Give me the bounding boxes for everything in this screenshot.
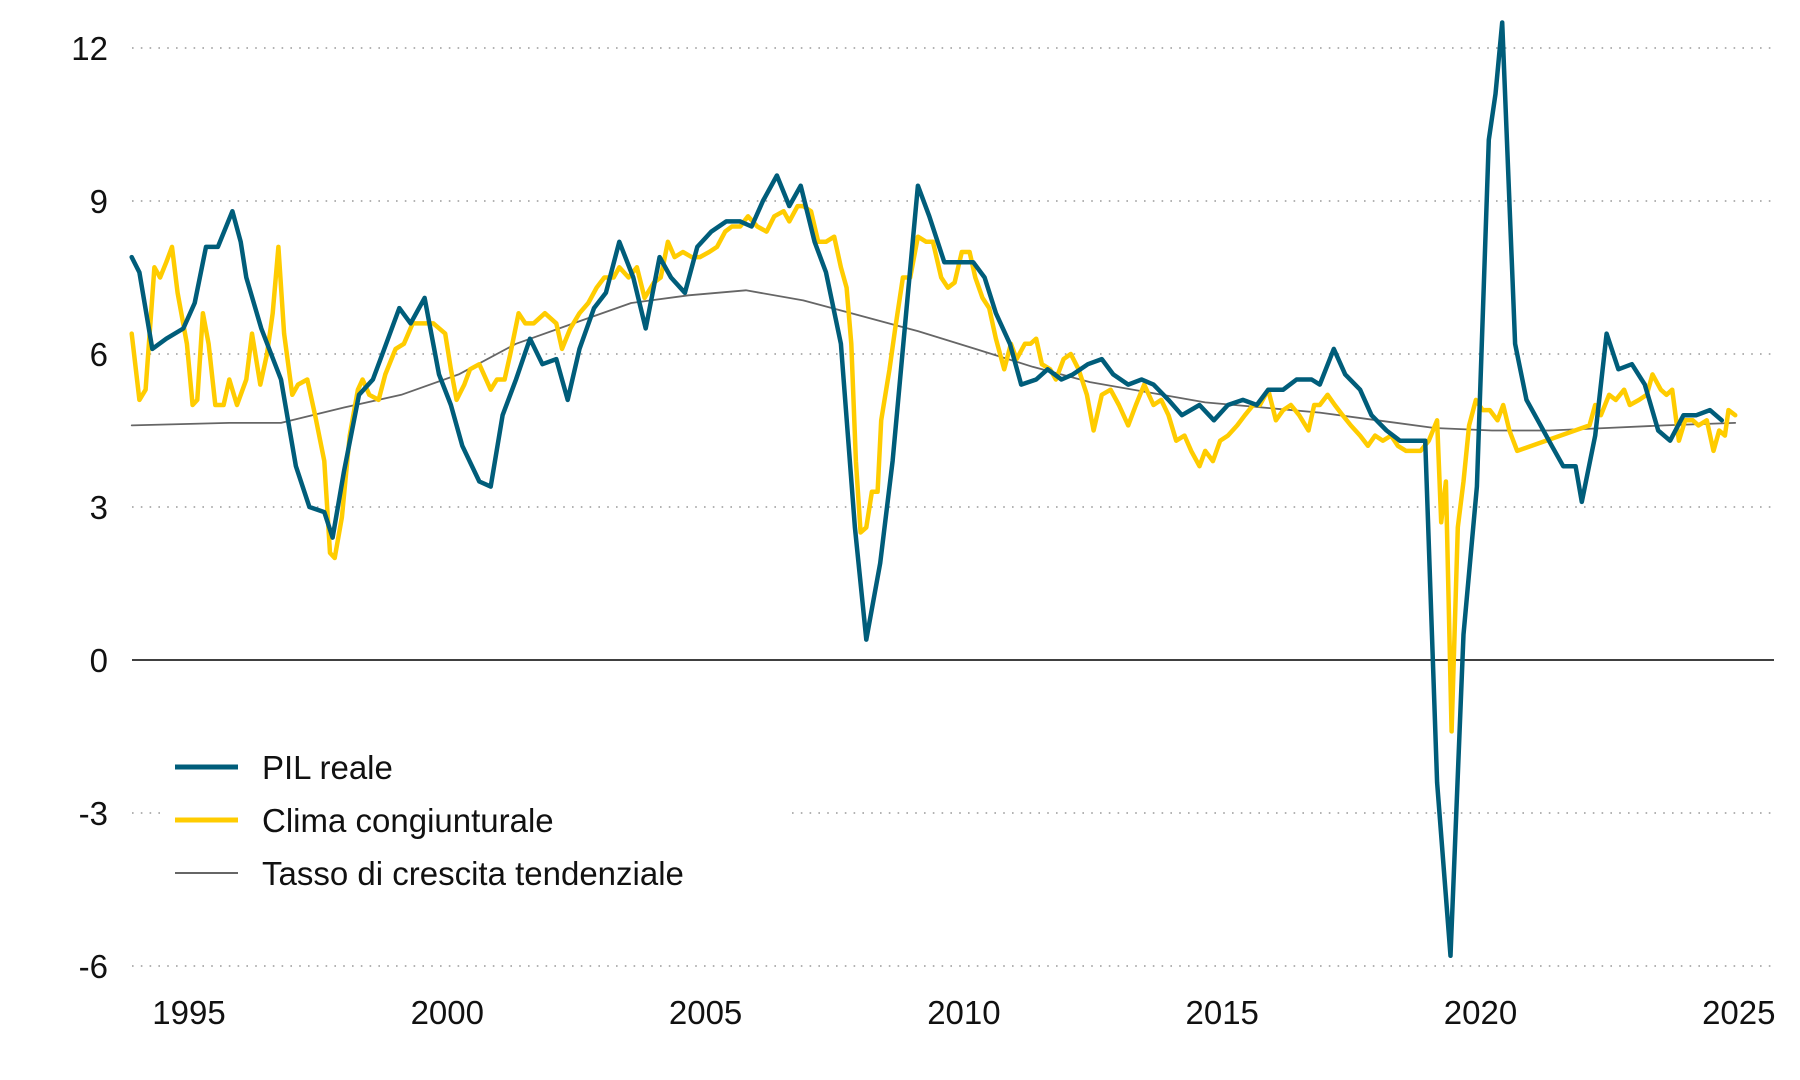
x-tick-label: 2005 xyxy=(669,994,742,1031)
series-line-tasso-crescita-tendenziale xyxy=(130,289,1737,432)
x-tick-label: 2000 xyxy=(411,994,484,1031)
x-tick-label: 2010 xyxy=(927,994,1000,1031)
y-axis-tick-labels: 12 9 6 3 0 -3 -6 xyxy=(71,30,108,985)
legend-background xyxy=(160,740,790,905)
y-tick-label: 9 xyxy=(90,183,108,220)
y-tick-label: 3 xyxy=(90,489,108,526)
x-tick-label: 1995 xyxy=(152,994,225,1031)
x-tick-label: 2015 xyxy=(1185,994,1258,1031)
series-line-pil-reale xyxy=(129,20,1725,959)
x-tick-label: 2020 xyxy=(1444,994,1517,1031)
y-tick-label: -6 xyxy=(79,948,108,985)
legend-label-pil-reale: PIL reale xyxy=(262,749,393,786)
legend-label-tasso-crescita-tendenziale: Tasso di crescita tendenziale xyxy=(262,855,684,892)
y-tick-label: 0 xyxy=(90,642,108,679)
legend: PIL reale Clima congiunturale Tasso di c… xyxy=(160,740,790,905)
y-tick-label: 6 xyxy=(90,336,108,373)
series-line-clima-congiunturale xyxy=(129,203,1738,734)
x-axis-tick-labels: 1995 2000 2005 2010 2015 2020 2025 xyxy=(152,994,1775,1031)
y-tick-label: -3 xyxy=(79,795,108,832)
x-tick-label: 2025 xyxy=(1702,994,1775,1031)
legend-label-clima-congiunturale: Clima congiunturale xyxy=(262,802,554,839)
y-tick-label: 12 xyxy=(71,30,108,67)
series-lines xyxy=(129,20,1738,959)
